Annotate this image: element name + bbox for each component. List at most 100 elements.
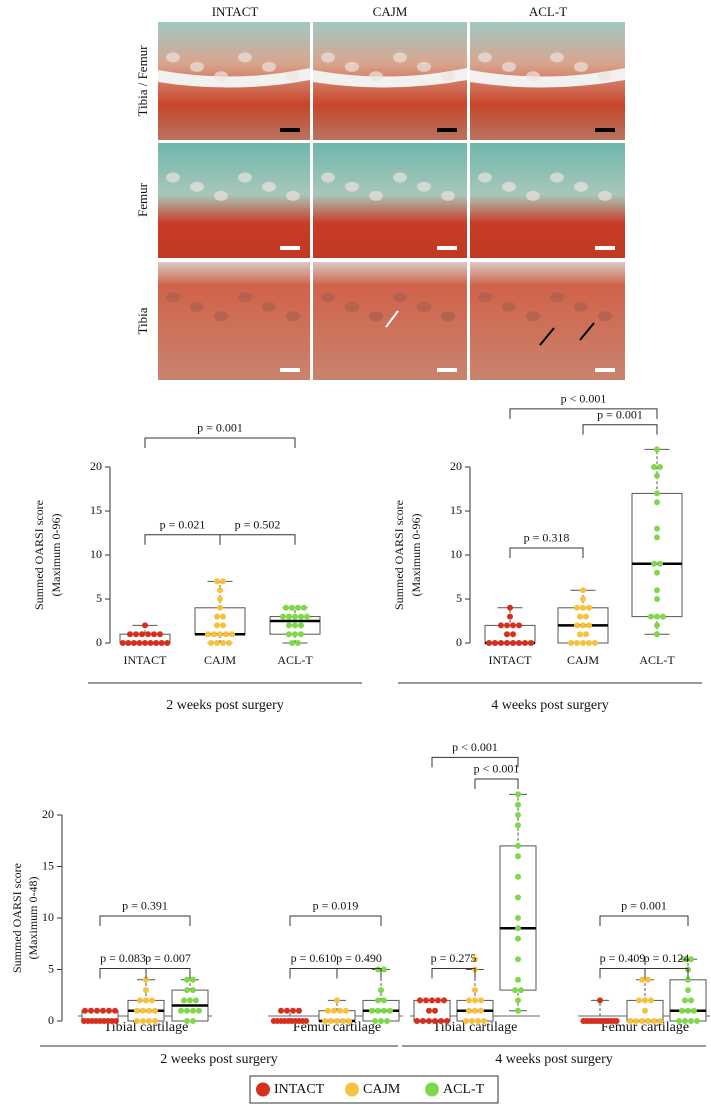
data-point <box>94 1007 100 1014</box>
cell <box>262 181 276 192</box>
data-point <box>278 1007 284 1014</box>
comparison-bracket <box>582 424 658 435</box>
cell <box>321 172 335 183</box>
data-point <box>515 791 521 798</box>
data-point <box>515 853 521 860</box>
p-value: p = 0.490 <box>336 951 382 965</box>
data-point <box>127 631 133 638</box>
comparison-bracket <box>289 915 382 926</box>
data-point <box>515 976 521 983</box>
box <box>194 607 246 635</box>
data-point <box>522 640 528 646</box>
comparison-bracket <box>474 778 519 789</box>
cell <box>345 181 359 192</box>
data-point <box>143 976 149 983</box>
data-point <box>580 640 586 646</box>
group-label: Tibial cartilage <box>433 1020 518 1035</box>
data-point <box>298 613 304 620</box>
data-point <box>515 915 521 921</box>
scale-bar <box>437 246 457 250</box>
data-point <box>694 1018 700 1024</box>
data-point <box>106 1007 112 1014</box>
data-point <box>577 631 583 638</box>
y-tick-label: 15 <box>42 858 54 872</box>
data-point <box>337 1007 343 1014</box>
data-point <box>498 640 504 646</box>
data-point <box>682 1018 688 1024</box>
y-axis-label: Summed OARSI score <box>32 500 46 610</box>
scale-bar <box>595 246 615 250</box>
data-point <box>133 631 139 638</box>
p-value: p = 0.001 <box>621 899 667 913</box>
data-point <box>140 1007 146 1014</box>
data-point <box>153 640 160 646</box>
comparison-bracket <box>509 547 584 558</box>
data-point <box>657 464 663 470</box>
data-point <box>432 1007 438 1014</box>
data-point <box>220 640 226 646</box>
data-point <box>217 631 223 638</box>
cell <box>574 61 588 72</box>
data-point <box>657 560 663 567</box>
data-point <box>515 935 521 942</box>
data-point <box>515 822 521 829</box>
data-point <box>292 613 298 620</box>
data-point <box>651 560 657 567</box>
data-point <box>639 976 645 983</box>
data-point <box>325 1007 331 1014</box>
cell <box>393 292 407 303</box>
cell <box>393 52 407 63</box>
comparison-bracket <box>599 915 689 926</box>
cell <box>238 172 252 183</box>
cell <box>441 190 455 201</box>
legend-swatch <box>256 1082 270 1097</box>
data-point <box>426 1018 432 1024</box>
column-label: INTACT <box>212 4 259 19</box>
data-point <box>151 631 157 638</box>
data-point <box>642 1007 648 1014</box>
data-point <box>152 1007 158 1014</box>
data-point <box>636 997 642 1004</box>
cell <box>214 71 228 82</box>
cell <box>417 61 431 72</box>
cell <box>502 301 516 312</box>
y-axis-label: (Maximum 0-48) <box>26 877 40 960</box>
data-point <box>214 640 220 646</box>
data-point <box>654 613 660 620</box>
scale-bar <box>437 368 457 372</box>
category-label: ACL-T <box>639 653 675 667</box>
data-point <box>298 631 304 638</box>
data-point <box>648 997 654 1004</box>
data-point <box>296 1007 302 1014</box>
cell <box>598 71 612 82</box>
data-point <box>438 1018 444 1024</box>
data-point <box>507 604 513 611</box>
y-tick-label: 0 <box>48 1013 54 1027</box>
y-tick-label: 10 <box>42 910 54 924</box>
data-point <box>685 987 691 994</box>
data-point <box>682 997 688 1004</box>
data-point <box>88 1007 94 1014</box>
data-point <box>568 640 574 646</box>
data-point <box>384 1018 390 1024</box>
data-point <box>190 987 196 994</box>
data-point <box>516 640 522 646</box>
cell <box>550 52 564 63</box>
tissue-gap <box>313 68 467 88</box>
data-point <box>417 997 423 1004</box>
data-point <box>134 1007 140 1014</box>
data-point <box>113 1018 119 1024</box>
data-point <box>654 446 660 453</box>
y-tick-label: 0 <box>96 635 102 649</box>
data-point <box>147 640 154 646</box>
cell <box>393 172 407 183</box>
data-point <box>334 997 340 1004</box>
data-point <box>295 640 301 646</box>
data-point <box>580 596 586 602</box>
row-label: Tibia <box>135 307 150 334</box>
data-point <box>492 640 498 646</box>
data-point <box>375 997 381 1004</box>
p-value: p = 0.019 <box>313 899 359 913</box>
data-point <box>592 640 598 646</box>
